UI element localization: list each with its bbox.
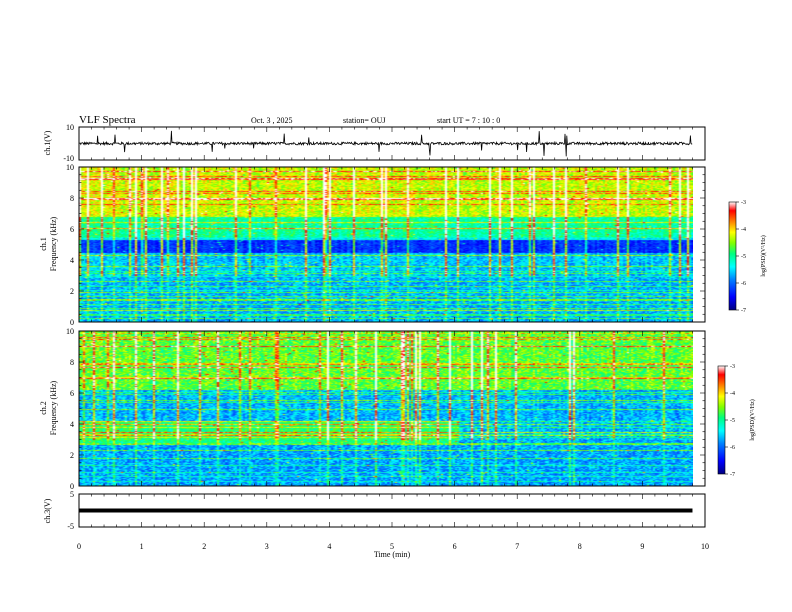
colorbar-tick-label: -6 bbox=[741, 281, 746, 287]
colorbar-tick-label: -5 bbox=[741, 254, 746, 260]
freq-tick-label: 0 bbox=[70, 482, 74, 491]
colorbar-ch2-label: log(PSD)(V²/Hz) bbox=[749, 399, 756, 440]
ch2-channel-label: ch.2 bbox=[39, 401, 48, 415]
x-tick-label: 9 bbox=[640, 542, 644, 551]
colorbar-ch1-scale bbox=[728, 201, 737, 311]
freq-tick-label: 8 bbox=[70, 358, 74, 367]
ch1-ytick-bottom: -10 bbox=[63, 154, 74, 163]
freq-tick-label: 0 bbox=[70, 318, 74, 327]
colorbar-ch1: -3 -4 -5 -6 -7 log(PSD)(V²/Hz) bbox=[728, 200, 767, 314]
ch2-spectrogram-image bbox=[79, 331, 693, 486]
colorbar-tick-label: -3 bbox=[741, 200, 746, 206]
colorbar-tick-label: -3 bbox=[730, 364, 735, 370]
freq-tick-label: 2 bbox=[70, 287, 74, 296]
colorbar-ch2-ticks: -3 -4 -5 -6 -7 bbox=[725, 364, 735, 478]
freq-tick-label: 2 bbox=[70, 451, 74, 460]
freq-tick-label: 4 bbox=[70, 420, 74, 429]
freq-tick-label: 6 bbox=[70, 225, 74, 234]
ch1-freq-ticks: 0 2 4 6 8 10 bbox=[66, 163, 705, 327]
freq-tick-label: 10 bbox=[66, 327, 74, 336]
colorbar-ch2-scale bbox=[717, 365, 726, 475]
freq-tick-label: 8 bbox=[70, 194, 74, 203]
ch1-waveform-line bbox=[78, 130, 693, 157]
colorbar-tick-label: -4 bbox=[730, 391, 735, 397]
colorbar-ch1-ticks: -3 -4 -5 -6 -7 bbox=[736, 200, 746, 314]
x-tick-label: 5 bbox=[390, 542, 394, 551]
ch1-waveform-panel: 10 -10 ch.1(V) bbox=[43, 123, 706, 163]
figure-title: VLF Spectra bbox=[79, 114, 136, 126]
ch1-spectrogram-panel: 0 2 4 6 8 10 ch.1 Frequency (kHz) bbox=[39, 163, 706, 327]
ch3-volt-ylabel: ch.3(V) bbox=[43, 498, 52, 523]
ch1-freq-ylabel: Frequency (kHz) bbox=[49, 216, 58, 271]
time-axis-label: Time (min) bbox=[374, 550, 411, 559]
ch2-spectrogram-panel: 0 2 4 6 8 10 ch.2 Frequency (kHz) bbox=[39, 327, 706, 491]
ch2-freq-ticks: 0 2 4 6 8 10 bbox=[66, 327, 705, 491]
ch1-channel-label: ch.1 bbox=[39, 237, 48, 251]
station-label: station= OUJ bbox=[343, 116, 386, 125]
colorbar-ch2: -3 -4 -5 -6 -7 log(PSD)(V²/Hz) bbox=[717, 364, 756, 478]
colorbar-tick-label: -6 bbox=[730, 445, 735, 451]
ch3-ytick-bottom: -5 bbox=[67, 522, 74, 531]
start-time-label: start UT = 7 : 10 : 0 bbox=[437, 116, 500, 125]
freq-tick-label: 10 bbox=[66, 163, 74, 172]
x-tick-label: 4 bbox=[327, 542, 331, 551]
date-label: Oct. 3 , 2025 bbox=[251, 116, 293, 125]
x-tick-label: 7 bbox=[515, 542, 519, 551]
colorbar-tick-label: -4 bbox=[741, 227, 746, 233]
colorbar-tick-label: -5 bbox=[730, 418, 735, 424]
x-tick-label: 2 bbox=[202, 542, 206, 551]
ch1-spectrogram-image bbox=[79, 167, 693, 322]
ch3-ytick-top: 5 bbox=[70, 490, 74, 499]
x-tick-label: 8 bbox=[578, 542, 582, 551]
ch2-freq-ylabel: Frequency (kHz) bbox=[49, 380, 58, 435]
freq-tick-label: 6 bbox=[70, 389, 74, 398]
x-tick-label: 10 bbox=[701, 542, 709, 551]
time-axis: 0 1 2 3 4 5 6 7 8 9 10 bbox=[77, 127, 709, 551]
x-tick-label: 3 bbox=[265, 542, 269, 551]
x-tick-label: 1 bbox=[140, 542, 144, 551]
ch1-ytick-top: 10 bbox=[66, 123, 74, 132]
colorbar-ch1-label: log(PSD)(V²/Hz) bbox=[760, 235, 767, 276]
colorbar-tick-label: -7 bbox=[741, 308, 746, 314]
x-tick-label: 6 bbox=[453, 542, 457, 551]
freq-tick-label: 4 bbox=[70, 256, 74, 265]
ch1-volt-ylabel: ch.1(V) bbox=[43, 130, 52, 155]
colorbar-tick-label: -7 bbox=[730, 472, 735, 478]
ch3-waveform-panel: 5 -5 ch.3(V) bbox=[43, 490, 706, 531]
x-tick-label: 0 bbox=[77, 542, 81, 551]
